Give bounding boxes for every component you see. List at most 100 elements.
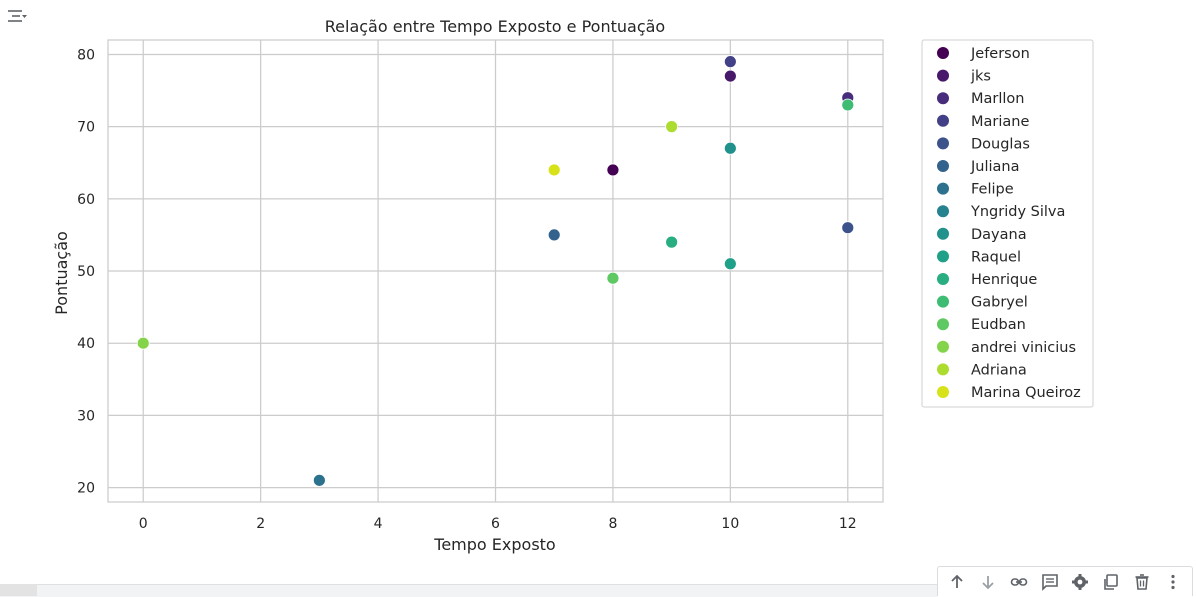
- gear-icon: [1072, 573, 1089, 590]
- output-toggle-icon[interactable]: [6, 6, 28, 28]
- data-point: [547, 228, 561, 242]
- legend-marker: [937, 182, 949, 195]
- legend-label: Adriana: [971, 362, 1027, 378]
- data-point: [136, 336, 150, 350]
- legend-entry: Douglas: [937, 136, 1030, 152]
- more-button[interactable]: [1161, 570, 1185, 594]
- more-vert-icon: [1171, 574, 1175, 589]
- legend-label: Marllon: [971, 91, 1024, 107]
- legend-marker: [937, 92, 949, 105]
- y-tick-label: 40: [77, 336, 95, 352]
- legend-entry: jks: [937, 69, 991, 85]
- move-down-button[interactable]: [976, 570, 1000, 594]
- data-point: [841, 98, 855, 112]
- axis-ticks: 0 2 4 6 8 10 12 20 30 40 50 60 70 80: [77, 47, 857, 532]
- trash-icon: [1135, 573, 1149, 590]
- legend-marker: [937, 273, 949, 285]
- y-tick-label: 30: [77, 408, 95, 424]
- legend-label: Marina Queiroz: [971, 385, 1081, 401]
- chart-title: Relação entre Tempo Exposto e Pontuação: [325, 17, 665, 36]
- y-tick-label: 50: [77, 264, 95, 280]
- plot-frame: [107, 39, 884, 503]
- data-point: [665, 120, 679, 134]
- x-tick-label: 8: [608, 516, 617, 532]
- legend-entry: Yngridy Silva: [937, 204, 1065, 220]
- data-point: [606, 271, 620, 285]
- legend-entry: Henrique: [937, 272, 1037, 288]
- data-point: [665, 235, 679, 249]
- mirror-cell-button[interactable]: [1099, 570, 1123, 594]
- settings-button[interactable]: [1068, 570, 1092, 594]
- data-point: [606, 163, 620, 177]
- x-tick-label: 4: [374, 516, 383, 532]
- legend-marker: [937, 250, 949, 263]
- comment-button[interactable]: [1038, 570, 1062, 594]
- legend-marker: [937, 69, 949, 82]
- legend-marker: [937, 137, 949, 150]
- data-point: [723, 69, 737, 83]
- y-tick-label: 60: [77, 192, 95, 208]
- legend-marker: [937, 363, 949, 376]
- x-tick-label: 2: [256, 516, 265, 532]
- legend-marker: [937, 227, 949, 240]
- x-tick-label: 10: [721, 516, 739, 532]
- output-scrollbar-track: [0, 584, 937, 597]
- legend-entry: Felipe: [937, 182, 1014, 198]
- comment-icon: [1041, 573, 1058, 591]
- legend-entry: Marina Queiroz: [937, 385, 1081, 401]
- scatter-chart: 0 2 4 6 8 10 12 20 30 40 50 60 70 80 Relação entre Te…: [52, 17, 1094, 554]
- legend: Jeferson jks Marllon Mariane Douglas Juliana F…: [921, 39, 1094, 408]
- legend-entry: Juliana: [937, 159, 1019, 175]
- mirror-icon: [1104, 573, 1118, 590]
- legend-label: Gabryel: [971, 295, 1028, 311]
- data-point: [547, 163, 561, 177]
- legend-marker: [937, 114, 949, 127]
- link-button[interactable]: [1007, 570, 1031, 594]
- link-icon: [1010, 577, 1028, 586]
- x-tick-label: 12: [839, 516, 857, 532]
- legend-marker: [937, 295, 949, 308]
- legend-entry: Mariane: [937, 114, 1029, 130]
- legend-label: Yngridy Silva: [970, 204, 1065, 220]
- delete-button[interactable]: [1130, 570, 1154, 594]
- legend-entry: Adriana: [937, 362, 1027, 378]
- data-point: [841, 221, 855, 235]
- legend-label: Dayana: [971, 227, 1027, 243]
- legend-marker: [937, 318, 949, 331]
- legend-entry: Eudban: [937, 317, 1026, 333]
- legend-label: Juliana: [970, 159, 1019, 175]
- data-point: [723, 257, 737, 271]
- x-tick-label: 6: [491, 516, 500, 532]
- legend-entry: Jeferson: [937, 46, 1030, 62]
- x-axis-label: Tempo Exposto: [433, 535, 555, 554]
- x-tick-label: 0: [139, 516, 148, 532]
- legend-entry: Raquel: [937, 249, 1021, 265]
- data-point: [723, 55, 737, 69]
- output-scrollbar-thumb[interactable]: [0, 584, 37, 596]
- legend-marker: [937, 205, 949, 218]
- arrow-up-icon: [951, 574, 964, 588]
- legend-label: Mariane: [971, 114, 1029, 130]
- y-axis-label: Pontuação: [52, 231, 71, 315]
- legend-marker: [937, 386, 949, 398]
- legend-label: andrei vinicius: [971, 340, 1076, 356]
- legend-box: [921, 39, 1094, 408]
- legend-label: Eudban: [971, 317, 1026, 333]
- legend-marker: [937, 160, 949, 172]
- data-point: [723, 141, 737, 155]
- y-tick-label: 70: [77, 120, 95, 136]
- legend-label: Henrique: [971, 272, 1037, 288]
- legend-label: jks: [970, 69, 991, 85]
- move-up-button[interactable]: [945, 570, 969, 594]
- legend-marker: [937, 47, 949, 59]
- arrow-down-icon: [982, 575, 994, 589]
- legend-label: Raquel: [971, 249, 1021, 265]
- legend-entry: Gabryel: [937, 295, 1028, 311]
- cell-toolbar: [937, 566, 1193, 596]
- data-points: [136, 55, 855, 487]
- legend-label: Jeferson: [970, 46, 1030, 62]
- grid: [108, 40, 883, 502]
- legend-entry: andrei vinicius: [937, 340, 1076, 356]
- legend-entry: Marllon: [937, 91, 1024, 107]
- legend-label: Douglas: [971, 136, 1030, 152]
